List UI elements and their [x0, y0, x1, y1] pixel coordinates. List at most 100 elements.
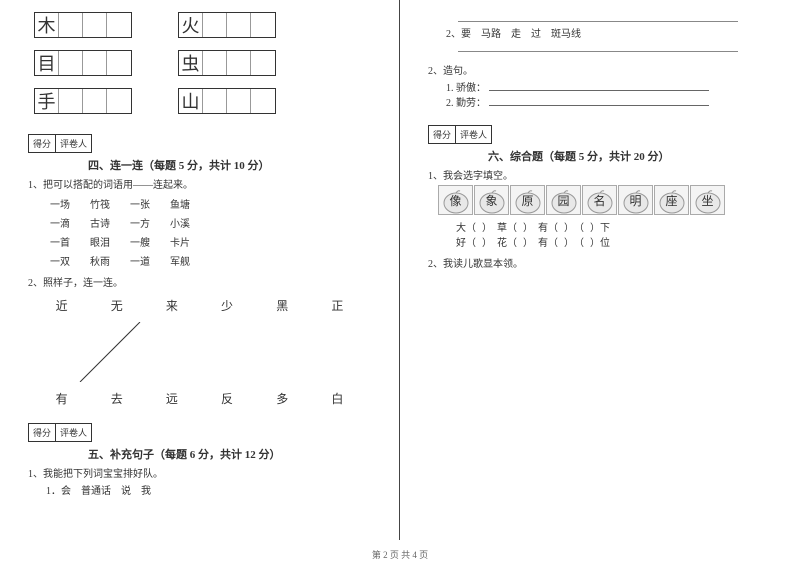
- char-cell: [83, 89, 107, 113]
- fill-text: ） 有（: [523, 219, 558, 234]
- table-row: 一场 竹筏 一张 鱼塘: [50, 195, 208, 212]
- char-item: 少: [221, 297, 233, 314]
- blank-line: [458, 12, 738, 22]
- fill-text: ） 有（: [523, 234, 558, 249]
- page-footer: 第 2 页 共 4 页: [0, 548, 800, 561]
- char-item: 无: [111, 297, 123, 314]
- connection-line-svg: [50, 322, 350, 382]
- fill-text: ）位: [590, 234, 610, 249]
- char-cell: 目: [35, 51, 59, 75]
- match-item: 一双: [50, 252, 88, 269]
- match-item: 竹筏: [90, 195, 128, 212]
- char-cell: [107, 13, 131, 37]
- match-item: 古诗: [90, 214, 128, 231]
- match-item: 一场: [50, 195, 88, 212]
- char-cell: [227, 51, 251, 75]
- char-item: 近: [56, 297, 68, 314]
- char-cell: [251, 51, 275, 75]
- question-text: 1、把可以搭配的词语用——连起来。: [28, 176, 371, 191]
- question-text: 2、我读儿歌显本领。: [428, 255, 772, 270]
- apple-choice: 园: [546, 185, 581, 215]
- char-cell: [59, 51, 83, 75]
- score-label: 得分: [29, 135, 56, 152]
- apple-char: 象: [485, 192, 497, 209]
- match-item: 一方: [130, 214, 168, 231]
- char-cell: [251, 13, 275, 37]
- match-item: 一张: [130, 195, 168, 212]
- char-item: 远: [166, 390, 178, 407]
- apple-char: 座: [665, 192, 677, 209]
- fill-text: ） 草（: [482, 219, 517, 234]
- opposite-bottom-row: 有 去 远 反 多 白: [34, 390, 365, 407]
- apple-choice: 名: [582, 185, 617, 215]
- apple-char: 像: [449, 192, 461, 209]
- apple-choice: 原: [510, 185, 545, 215]
- chargrid-row-3: 手 山: [34, 88, 371, 114]
- right-column: 2、要 马路 走 过 斑马线 2、造句。 1. 骄傲： 2. 勤劳： 得分 评卷…: [400, 0, 800, 540]
- apple-choice: 坐: [690, 185, 725, 215]
- sentence-words: 1．会 普通话 说 我: [46, 482, 371, 497]
- item-label: 2. 勤劳：: [446, 98, 486, 109]
- char-item: 去: [111, 390, 123, 407]
- question-text: 1、我能把下列词宝宝排好队。: [28, 465, 371, 480]
- match-item: 一滴: [50, 214, 88, 231]
- fill-text: 大（: [456, 219, 476, 234]
- char-cell: [107, 89, 131, 113]
- match-item: 军舰: [170, 252, 208, 269]
- grader-label: 评卷人: [456, 126, 491, 143]
- table-row: 一首 眼泪 一艘 卡片: [50, 233, 208, 250]
- match-item: 眼泪: [90, 233, 128, 250]
- blank-line: [489, 81, 709, 91]
- char-cell: [227, 13, 251, 37]
- apple-char: 明: [629, 192, 641, 209]
- blank-line: [489, 96, 709, 106]
- question-text: 1、我会选字填空。: [428, 167, 772, 182]
- char-cell: [83, 13, 107, 37]
- char-cell: [203, 89, 227, 113]
- match-item: 一首: [50, 233, 88, 250]
- char-item: 有: [56, 390, 68, 407]
- char-cell: 手: [35, 89, 59, 113]
- match-item: 秋雨: [90, 252, 128, 269]
- char-grid: 火: [178, 12, 276, 38]
- fill-text: 好（: [456, 234, 476, 249]
- char-cell: 火: [179, 13, 203, 37]
- char-item: 多: [276, 390, 288, 407]
- char-cell: 木: [35, 13, 59, 37]
- apple-char: 坐: [701, 192, 713, 209]
- char-cell: [251, 89, 275, 113]
- char-cell: [203, 13, 227, 37]
- apple-choice-row: 像 象 原 园 名 明 座: [438, 185, 772, 215]
- match-pairs-table: 一场 竹筏 一张 鱼塘 一滴 古诗 一方 小溪 一首 眼泪 一艘 卡片 一双 秋…: [48, 193, 210, 271]
- apple-choice: 象: [474, 185, 509, 215]
- char-cell: [203, 51, 227, 75]
- score-box: 得分 评卷人: [28, 423, 92, 442]
- fill-blank-row: 好（ ） 花（ ） 有（ ） （ ）位: [456, 234, 772, 249]
- opposite-top-row: 近 无 来 少 黑 正: [34, 297, 365, 314]
- chargrid-row-2: 目 虫: [34, 50, 371, 76]
- blank-line: [458, 42, 738, 52]
- section-4-title: 四、连一连（每题 5 分，共计 10 分）: [88, 157, 371, 173]
- apple-choice: 明: [618, 185, 653, 215]
- char-item: 白: [331, 390, 343, 407]
- item-label: 1. 骄傲：: [446, 83, 486, 94]
- match-item: 一道: [130, 252, 168, 269]
- char-grid: 手: [34, 88, 132, 114]
- section-5-title: 五、补充句子（每题 6 分，共计 12 分）: [88, 446, 371, 462]
- table-row: 一滴 古诗 一方 小溪: [50, 214, 208, 231]
- chargrid-row-1: 木 火: [34, 12, 371, 38]
- char-cell: [227, 89, 251, 113]
- sentence-item: 2. 勤劳：: [446, 94, 772, 109]
- char-grid: 虫: [178, 50, 276, 76]
- char-cell: [107, 51, 131, 75]
- match-item: 鱼塘: [170, 195, 208, 212]
- question-text: 2、照样子，连一连。: [28, 274, 371, 289]
- section-6-title: 六、综合题（每题 5 分，共计 20 分）: [488, 148, 772, 164]
- char-item: 来: [166, 297, 178, 314]
- apple-choice: 座: [654, 185, 689, 215]
- apple-choice: 像: [438, 185, 473, 215]
- char-item: 正: [331, 297, 343, 314]
- fill-blank-row: 大（ ） 草（ ） 有（ ） （ ）下: [456, 219, 772, 234]
- char-cell: 虫: [179, 51, 203, 75]
- char-item: 黑: [276, 297, 288, 314]
